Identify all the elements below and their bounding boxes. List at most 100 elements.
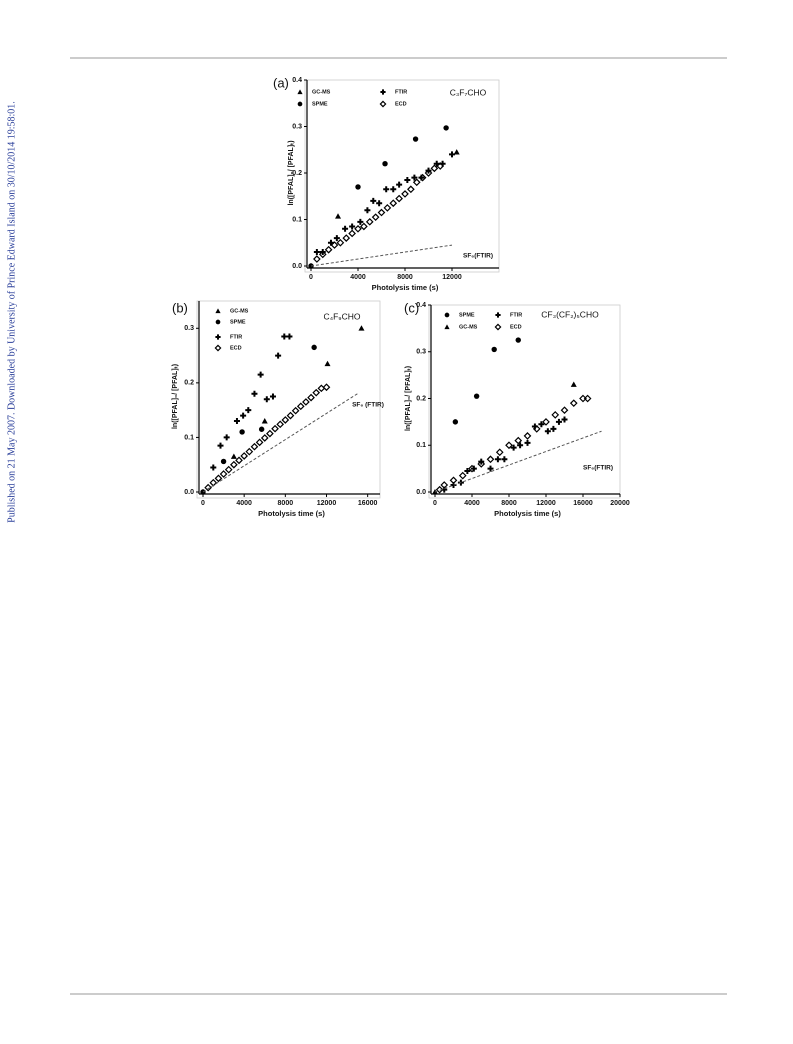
marker-diamond xyxy=(324,245,333,254)
marker-circle xyxy=(515,337,521,343)
marker-circle xyxy=(491,346,497,353)
marker-diamond xyxy=(255,438,264,447)
marker-plus xyxy=(550,425,557,432)
marker-plus xyxy=(251,390,258,397)
marker-triangle xyxy=(358,325,365,331)
panel-label: (b) xyxy=(172,300,188,315)
marker-diamond xyxy=(296,402,305,411)
marker-triangle xyxy=(570,381,577,387)
y-tick-label: 0.3 xyxy=(292,123,302,130)
marker-plus xyxy=(555,418,562,425)
marker-plus xyxy=(494,456,501,463)
marker-circle xyxy=(473,393,480,399)
x-axis-label: Photolysis time (s) xyxy=(494,509,561,518)
marker-circle xyxy=(220,458,227,465)
marker-plus xyxy=(240,412,247,419)
marker-plus xyxy=(404,176,411,183)
marker-triangle xyxy=(335,213,342,219)
y-axis-label: ln([PFAL]₀/ [PFAL]ₜ) xyxy=(405,366,412,431)
marker-triangle xyxy=(261,418,268,424)
marker-diamond xyxy=(449,476,458,485)
x-tick-label: 0 xyxy=(309,274,313,281)
x-tick-label: 16000 xyxy=(573,500,593,507)
plot-frame xyxy=(196,300,381,499)
x-tick-label: 4000 xyxy=(236,500,252,507)
marker-diamond xyxy=(342,234,351,242)
marker-plus xyxy=(275,352,282,359)
legend-marker xyxy=(379,100,387,108)
marker-circle xyxy=(382,161,388,167)
marker-diamond xyxy=(412,178,421,187)
y-tick-label: 0.2 xyxy=(292,170,302,177)
marker-diamond xyxy=(276,420,285,429)
y-tick-label: 0.0 xyxy=(184,489,194,496)
marker-plus xyxy=(376,200,383,207)
legend-label: SPME xyxy=(312,101,328,107)
x-tick-label: 16000 xyxy=(358,500,378,507)
x-tick-label: 12000 xyxy=(317,500,337,507)
marker-plus xyxy=(357,218,364,225)
marker-plus xyxy=(370,197,377,204)
legend-label: SPME xyxy=(230,319,246,325)
marker-plus xyxy=(333,235,340,242)
panel-label: (c) xyxy=(404,300,419,315)
marker-diamond xyxy=(430,164,439,173)
marker-diamond xyxy=(424,169,433,177)
legend-marker xyxy=(215,308,221,314)
marker-plus xyxy=(561,416,568,423)
marker-diamond xyxy=(291,406,300,415)
marker-diamond xyxy=(354,224,362,233)
legend-label: FTIR xyxy=(230,334,242,340)
marker-plus xyxy=(544,428,551,435)
plot-frame xyxy=(428,304,621,499)
marker-plus xyxy=(342,225,349,232)
marker-diamond xyxy=(307,393,315,402)
marker-plus xyxy=(210,464,217,471)
marker-diamond xyxy=(551,411,560,419)
x-tick-label: 0 xyxy=(433,500,437,507)
legend-marker xyxy=(215,319,221,325)
marker-plus xyxy=(217,442,224,449)
y-tick-label: 0.1 xyxy=(184,434,194,441)
marker-plus xyxy=(411,174,418,181)
y-tick-label: 0.0 xyxy=(416,489,426,496)
y-tick-label: 0.3 xyxy=(184,325,194,332)
marker-plus xyxy=(464,467,471,474)
marker-plus xyxy=(257,371,264,378)
y-tick-label: 0.2 xyxy=(184,380,194,387)
chart-title: C₃F₇CHO xyxy=(450,87,487,97)
marker-diamond xyxy=(318,250,327,259)
marker-diamond xyxy=(395,194,403,203)
marker-circle xyxy=(258,426,265,432)
marker-plus xyxy=(510,444,517,451)
panel-label: (a) xyxy=(273,75,289,90)
legend-label: ECD xyxy=(230,345,242,351)
legend-label: GC-MS xyxy=(230,308,249,314)
y-tick-label: 0.4 xyxy=(416,302,426,309)
x-tick-label: 12000 xyxy=(536,500,556,507)
marker-diamond xyxy=(348,229,356,238)
legend-label: GC-MS xyxy=(459,324,478,330)
marker-circle xyxy=(355,184,361,190)
legend-label: ECD xyxy=(395,101,407,107)
legend-marker xyxy=(214,344,222,352)
marker-diamond xyxy=(440,481,449,489)
marker-diamond xyxy=(230,460,238,469)
marker-diamond xyxy=(435,485,444,494)
marker-plus xyxy=(223,434,230,441)
marker-plus xyxy=(538,421,545,428)
marker-diamond xyxy=(317,384,326,393)
marker-diamond xyxy=(514,436,523,445)
marker-circle xyxy=(452,419,459,425)
marker-plus xyxy=(263,396,270,403)
marker-plus xyxy=(245,407,252,414)
legend-label: GC-MS xyxy=(312,89,331,95)
x-axis-label: Photolysis time (s) xyxy=(258,509,325,518)
marker-diamond xyxy=(330,241,339,249)
x-tick-label: 12000 xyxy=(442,274,462,281)
marker-diamond xyxy=(260,434,269,442)
line-label: SF₆ (FTIR) xyxy=(352,402,384,409)
marker-triangle xyxy=(453,149,460,155)
reference-line xyxy=(434,430,602,493)
